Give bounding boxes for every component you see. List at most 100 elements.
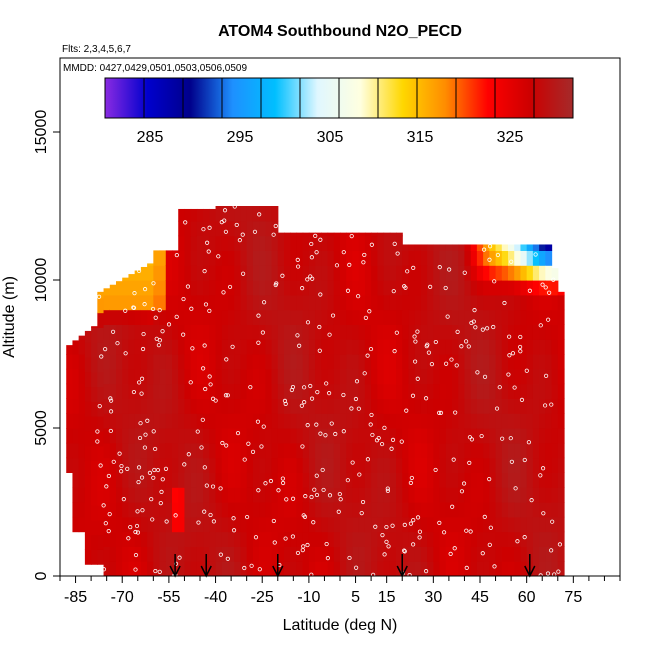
- sample-marker: [136, 465, 142, 470]
- heatmap-cell: [476, 472, 484, 488]
- heatmap-cell: [526, 428, 534, 444]
- heatmap-cell: [72, 413, 80, 429]
- heatmap-cell: [458, 244, 466, 251]
- heatmap-cell: [284, 487, 291, 503]
- heatmap-cell: [545, 428, 553, 444]
- heatmap-cell: [539, 250, 546, 266]
- heatmap-cell: [302, 339, 310, 355]
- sample-marker: [413, 339, 418, 344]
- heatmap-cell: [103, 428, 111, 444]
- heatmap-cell: [209, 428, 217, 444]
- heatmap-cell: [327, 339, 335, 355]
- heatmap-cell: [483, 250, 490, 266]
- heatmap-cell: [539, 398, 546, 414]
- sample-marker: [509, 259, 514, 264]
- heatmap-cell: [508, 265, 515, 281]
- heatmap-cell: [97, 356, 105, 373]
- heatmap-cell: [557, 368, 565, 385]
- heatmap-cell: [246, 309, 254, 325]
- heatmap-cell: [159, 339, 167, 355]
- heatmap-cell: [246, 428, 254, 444]
- heatmap-cell: [302, 232, 310, 237]
- heatmap-cell: [321, 339, 329, 355]
- heatmap-cell: [153, 502, 161, 518]
- heatmap-cell: [427, 309, 434, 325]
- sample-marker: [273, 282, 278, 288]
- heatmap-cell: [396, 294, 403, 311]
- heatmap-cell: [215, 442, 223, 459]
- heatmap-cell: [470, 546, 478, 562]
- heatmap-cell: [389, 250, 397, 266]
- heatmap-cell: [84, 519, 92, 536]
- heatmap-cell: [196, 457, 204, 473]
- heatmap-cell: [147, 546, 154, 562]
- heatmap-cell: [439, 413, 447, 429]
- heatmap-cell: [501, 250, 509, 266]
- heatmap-cell: [190, 487, 198, 503]
- heatmap-cell: [402, 546, 410, 562]
- heatmap-cell: [545, 244, 553, 251]
- heatmap-cell: [184, 398, 192, 414]
- heatmap-cell: [495, 472, 503, 488]
- sample-marker: [99, 354, 104, 359]
- heatmap-cell: [371, 561, 378, 576]
- heatmap-cell: [215, 531, 223, 547]
- heatmap-cell: [489, 309, 497, 325]
- sample-marker: [341, 429, 346, 434]
- heatmap-cell: [271, 324, 279, 340]
- sample-marker: [301, 544, 306, 549]
- heatmap-cell: [308, 472, 316, 488]
- heatmap-cell: [277, 546, 285, 562]
- heatmap-cell: [433, 398, 441, 414]
- heatmap-cell: [159, 265, 167, 281]
- heatmap-cell: [532, 265, 540, 281]
- heatmap-cell: [234, 265, 242, 281]
- sample-marker: [529, 498, 534, 503]
- sample-marker: [507, 334, 512, 339]
- heatmap-cell: [420, 457, 428, 473]
- heatmap-cell: [408, 442, 416, 459]
- y-axis-label: Altitude (m): [1, 276, 18, 358]
- heatmap-cell: [445, 487, 453, 503]
- heatmap-cell: [209, 265, 217, 281]
- heatmap-cell: [458, 280, 466, 296]
- heatmap-cell: [445, 354, 453, 370]
- heatmap-cell: [420, 244, 428, 251]
- heatmap-cell: [296, 368, 304, 385]
- sample-marker: [450, 504, 455, 509]
- sample-marker: [250, 449, 256, 454]
- heatmap-cell: [514, 354, 522, 370]
- sample-marker: [353, 396, 359, 402]
- sample-marker: [438, 410, 444, 416]
- heatmap-cell: [109, 294, 117, 311]
- heatmap-cell: [147, 413, 154, 429]
- heatmap-cell: [140, 442, 148, 459]
- heatmap-cell: [377, 250, 385, 266]
- heatmap-cell: [190, 354, 198, 370]
- heatmap-cell: [84, 549, 92, 565]
- heatmap-cell: [464, 413, 472, 429]
- heatmap-cell: [159, 368, 167, 385]
- heatmap-cell: [333, 428, 341, 444]
- sample-marker: [137, 435, 143, 441]
- heatmap-cell: [551, 354, 559, 370]
- heatmap-cell: [308, 442, 316, 459]
- heatmap-cell: [520, 413, 528, 429]
- heatmap-cell: [246, 265, 254, 281]
- sample-marker: [472, 308, 477, 313]
- heatmap-cell: [414, 398, 422, 414]
- heatmap-cell: [321, 250, 329, 266]
- heatmap-cell: [78, 398, 86, 414]
- sample-marker: [123, 308, 128, 313]
- heatmap-cell: [352, 516, 360, 533]
- heatmap-cell: [427, 339, 434, 355]
- heatmap-cell: [389, 383, 397, 399]
- heatmap-cell: [414, 457, 422, 473]
- heatmap-cell: [545, 457, 553, 473]
- heatmap-cell: [134, 413, 142, 429]
- heatmap-cell: [445, 516, 453, 533]
- heatmap-cell: [520, 398, 528, 414]
- sample-marker: [544, 373, 549, 378]
- heatmap-cell: [184, 220, 192, 237]
- heatmap-cell: [514, 383, 522, 399]
